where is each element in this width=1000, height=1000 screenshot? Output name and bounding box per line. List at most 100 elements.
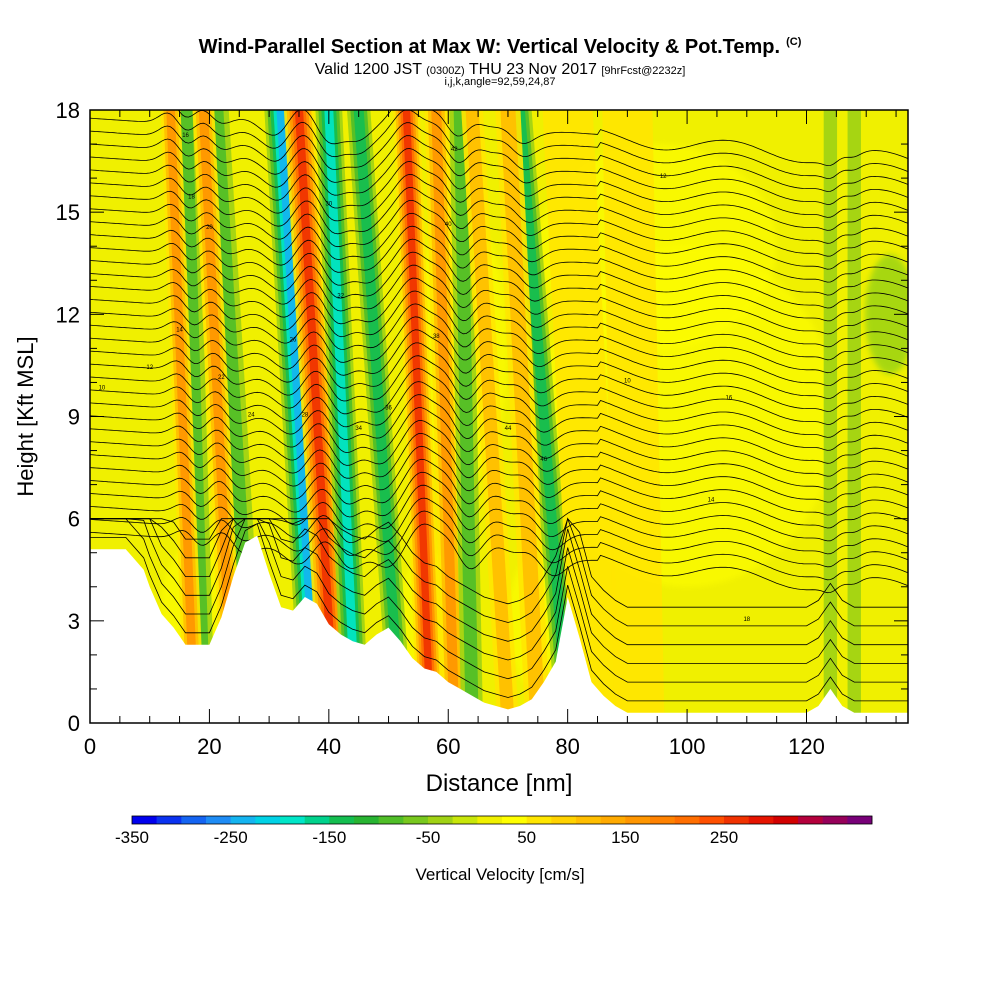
theta-contour [90,420,908,490]
colorbar-tick-label: -50 [416,828,441,847]
theta-contour [90,316,908,387]
chart-subtitle: Valid 1200 JST (0300Z) THU 23 Nov 2017 [… [0,61,1000,79]
theta-contour [90,407,908,477]
x-tick-label: 120 [788,734,825,759]
colorbar-swatch [230,816,256,824]
colorbar-swatch [403,816,429,824]
theta-contour-label: 24 [248,413,255,419]
theta-contour [90,471,908,542]
colorbar-swatch [354,816,379,824]
y-tick-label: 3 [68,609,80,634]
colorbar-swatch [206,816,231,824]
theta-contour [90,518,908,683]
theta-contour [90,225,908,296]
colorbar-tick-label: -250 [214,828,248,847]
theta-contour [90,329,908,400]
terrain [90,535,908,723]
y-axis-label: Height [Kft MSL] [13,336,38,496]
colorbar-swatch [280,816,305,824]
velocity-band [402,110,434,723]
velocity-band [514,110,573,723]
theta-contour-label: 40 [445,222,452,228]
theta-contour [90,517,908,627]
colorbar-swatch [847,816,873,824]
x-tick-label: 0 [84,734,96,759]
theta-contour [90,212,908,283]
colorbar-swatch [724,816,749,824]
chart-title: Wind-Parallel Section at Max W: Vertical… [0,36,1000,59]
theta-contour [90,277,908,348]
velocity-band [500,110,546,723]
theta-contour-label: 12 [146,365,153,371]
y-tick-label: 9 [68,405,80,430]
colorbar-swatch [428,816,453,824]
colorbar-tick-label: 150 [611,828,639,847]
theta-contour [90,355,908,425]
theta-contour [90,445,908,516]
colorbar-swatch [477,816,503,824]
velocity-band [431,110,460,723]
theta-contour-label: 28 [302,413,309,419]
theta-contour [90,264,908,335]
x-tick-label: 20 [197,734,221,759]
theta-contour-label: 38 [433,334,440,340]
theta-contour [90,303,908,374]
theta-contour [90,238,908,309]
theta-contour [90,518,908,664]
theta-contour-label: 26 [290,338,297,344]
colorbar-swatch [526,816,552,824]
colorbar-swatch [798,816,823,824]
theta-contour [90,290,908,361]
colorbar-tick-label: 250 [710,828,738,847]
theta-contour [90,342,908,412]
colorbar-swatch [600,816,626,824]
theta-contour-label: 46 [540,457,547,463]
velocity-band [166,110,199,723]
colorbar-swatch [255,816,281,824]
theta-contour [90,368,908,438]
theta-contour-label: 30 [325,201,332,207]
theta-contour [90,510,908,581]
velocity-band [602,110,665,723]
theta-contour [90,394,908,464]
theta-contour [90,186,908,257]
theta-contour-label: 42 [451,147,458,153]
colorbar-tick-label: -150 [312,828,346,847]
y-tick-label: 6 [68,507,80,532]
colorbar-swatch [502,816,527,824]
subtitle-forecast: [9hrFcst@2232z] [601,65,686,77]
chart-title-text: Wind-Parallel Section at Max W: Vertical… [198,36,781,58]
x-axis-label: Distance [nm] [426,770,573,797]
colorbar-swatch [304,816,330,824]
colorbar-swatch [822,816,848,824]
velocity-band [324,110,361,723]
theta-contour-label: 22 [218,375,225,381]
x-tick-label: 40 [317,734,341,759]
theta-contour-label: 14 [708,498,715,504]
subtitle-valid: Valid 1200 JST [314,61,422,78]
theta-contour-label: 34 [355,426,362,432]
velocity-band [353,110,406,723]
velocity-band [465,110,515,723]
colorbar-frame [131,815,873,825]
theta-contour [90,110,908,180]
theta-contour-label: 12 [660,174,667,180]
y-tick-label: 18 [56,98,80,123]
subtitle-utc: (0300Z) [426,65,465,77]
colorbar-swatch [452,816,478,824]
colorbar-swatch [650,816,675,824]
y-tick-label: 12 [56,302,80,327]
colorbar-swatch [576,816,601,824]
theta-contour-label: 16 [726,395,733,401]
theta-contour [90,173,908,244]
theta-contour [90,458,908,529]
velocity-band [198,110,238,723]
colorbar-swatch [551,816,577,824]
theta-contour [90,523,908,594]
theta-contour [90,497,908,568]
theta-contour-label: 32 [337,293,344,299]
x-tick-label: 60 [436,734,460,759]
theta-contour [90,148,908,218]
colorbar-swatch [625,816,651,824]
